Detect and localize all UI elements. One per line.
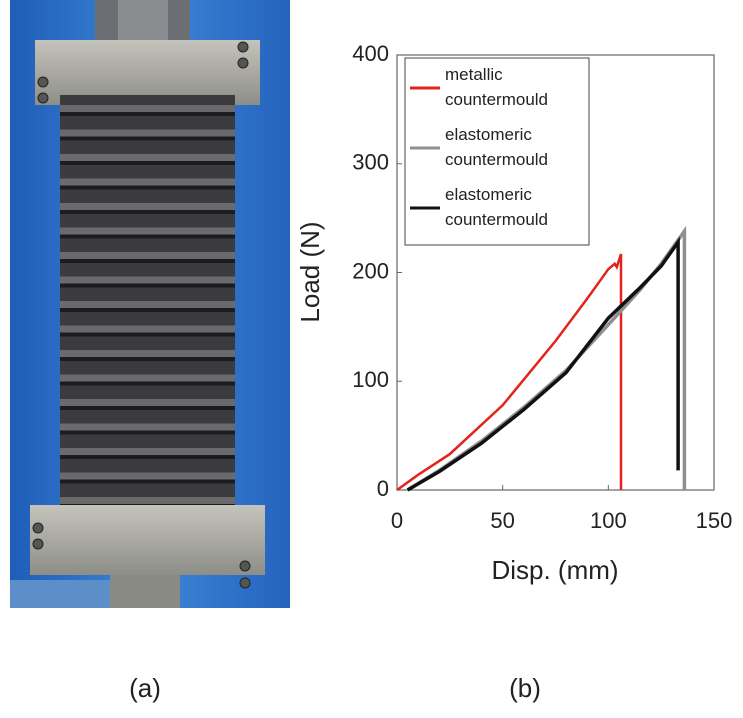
- figure: Disp. (mm) Load (N) (a) (b) 0 100 200 300 40…: [0, 0, 743, 713]
- ridge: [60, 105, 235, 112]
- ridge-shadow: [60, 431, 235, 435]
- y-tick-label: 100: [352, 367, 389, 392]
- ridge: [60, 399, 235, 406]
- x-axis-label: Disp. (mm): [491, 555, 618, 585]
- ridge: [60, 350, 235, 357]
- ridge: [60, 130, 235, 137]
- ridge-shadow: [60, 357, 235, 361]
- ridge-shadow: [60, 406, 235, 410]
- ridge-shadow: [60, 210, 235, 214]
- ridge-shadow: [60, 308, 235, 312]
- panel-label: (b): [509, 673, 541, 703]
- ridge: [60, 326, 235, 333]
- ridge-shadow: [60, 161, 235, 165]
- data-line: [408, 242, 678, 490]
- ridge: [60, 448, 235, 455]
- ridge-shadow: [60, 186, 235, 190]
- ridge-shadow: [60, 284, 235, 288]
- ridge: [60, 301, 235, 308]
- ridge-shadow: [60, 480, 235, 484]
- ridge: [60, 154, 235, 161]
- y-tick-label: 0: [377, 476, 389, 501]
- data-line: [408, 231, 685, 490]
- ridge-shadow: [60, 235, 235, 239]
- x-tick-label: 150: [696, 508, 733, 533]
- x-tick-label: 100: [590, 508, 627, 533]
- y-tick-label: 300: [352, 150, 389, 175]
- y-tick-label: 400: [352, 41, 389, 66]
- ridge: [60, 497, 235, 504]
- ridge-shadow: [60, 112, 235, 116]
- photo: [10, 0, 290, 608]
- data-line: [397, 254, 621, 490]
- ridge: [60, 277, 235, 284]
- ridge: [60, 424, 235, 431]
- ridge-shadow: [60, 137, 235, 141]
- ridge: [60, 473, 235, 480]
- ridge: [60, 375, 235, 382]
- ridge-shadow: [60, 382, 235, 386]
- ridge: [60, 252, 235, 259]
- ridge: [60, 179, 235, 186]
- x-tick-label: 50: [490, 508, 514, 533]
- ridge: [60, 203, 235, 210]
- x-tick-label: 0: [391, 508, 403, 533]
- panel-label: (a): [129, 673, 161, 703]
- ridge-shadow: [60, 333, 235, 337]
- ridge-shadow: [60, 455, 235, 459]
- y-axis-label: Load (N): [295, 221, 325, 322]
- y-tick-label: 200: [352, 258, 389, 283]
- ridge-shadow: [60, 259, 235, 263]
- ridge: [60, 228, 235, 235]
